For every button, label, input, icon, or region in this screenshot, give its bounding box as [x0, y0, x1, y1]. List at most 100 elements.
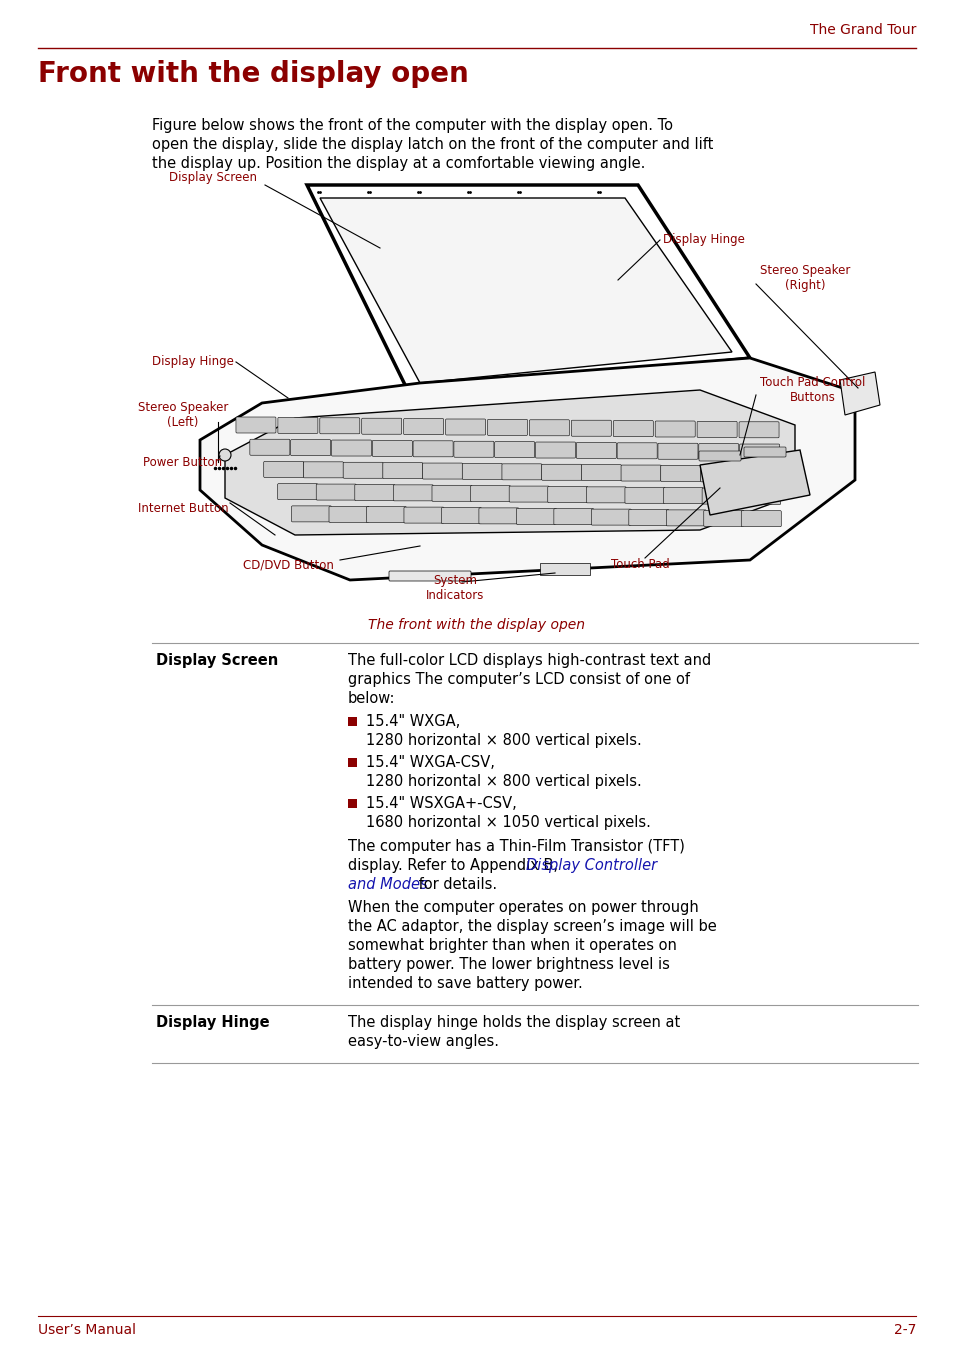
Text: Display Hinge: Display Hinge [152, 355, 233, 369]
FancyBboxPatch shape [413, 440, 453, 457]
FancyBboxPatch shape [250, 439, 290, 455]
Circle shape [219, 449, 231, 461]
FancyBboxPatch shape [571, 420, 611, 436]
FancyBboxPatch shape [303, 462, 343, 478]
FancyBboxPatch shape [331, 440, 371, 457]
Text: Touch Pad: Touch Pad [610, 558, 669, 571]
FancyBboxPatch shape [739, 444, 779, 461]
Text: Display Hinge: Display Hinge [662, 234, 744, 246]
FancyBboxPatch shape [576, 442, 616, 458]
FancyBboxPatch shape [478, 508, 518, 524]
FancyBboxPatch shape [624, 488, 664, 504]
FancyBboxPatch shape [495, 442, 535, 458]
FancyBboxPatch shape [665, 509, 705, 526]
FancyBboxPatch shape [235, 417, 275, 434]
FancyBboxPatch shape [699, 451, 740, 461]
FancyBboxPatch shape [487, 419, 527, 435]
Text: 15.4" WSXGA+-CSV,: 15.4" WSXGA+-CSV, [366, 796, 517, 811]
FancyBboxPatch shape [586, 486, 626, 503]
Text: 15.4" WXGA-CSV,: 15.4" WXGA-CSV, [366, 755, 495, 770]
Text: CD/DVD Button: CD/DVD Button [242, 558, 334, 571]
FancyBboxPatch shape [432, 485, 472, 501]
Text: Internet Button: Internet Button [137, 501, 228, 515]
FancyBboxPatch shape [329, 507, 369, 523]
FancyBboxPatch shape [700, 466, 740, 482]
FancyBboxPatch shape [441, 508, 481, 523]
FancyBboxPatch shape [617, 443, 657, 459]
FancyBboxPatch shape [660, 466, 700, 481]
Text: The computer has a Thin-Film Transistor (TFT): The computer has a Thin-Film Transistor … [348, 839, 684, 854]
Text: battery power. The lower brightness level is: battery power. The lower brightness leve… [348, 957, 669, 971]
FancyBboxPatch shape [740, 489, 780, 504]
Bar [348, 798, 356, 808]
Polygon shape [307, 185, 749, 394]
Text: the AC adaptor, the display screen’s image will be: the AC adaptor, the display screen’s ima… [348, 919, 716, 934]
FancyBboxPatch shape [701, 488, 741, 504]
FancyBboxPatch shape [509, 486, 549, 503]
Polygon shape [225, 390, 794, 535]
FancyBboxPatch shape [591, 509, 631, 526]
FancyBboxPatch shape [292, 505, 332, 521]
Text: Display Screen: Display Screen [156, 653, 278, 667]
Text: Power Button: Power Button [143, 455, 222, 469]
Text: 15.4" WXGA,: 15.4" WXGA, [366, 713, 459, 730]
FancyBboxPatch shape [580, 465, 620, 481]
FancyBboxPatch shape [535, 442, 575, 458]
Text: intended to save battery power.: intended to save battery power. [348, 975, 582, 992]
Polygon shape [700, 450, 809, 515]
Text: graphics The computer’s LCD consist of one of: graphics The computer’s LCD consist of o… [348, 671, 689, 688]
Polygon shape [319, 199, 731, 382]
FancyBboxPatch shape [355, 485, 395, 500]
FancyBboxPatch shape [393, 485, 433, 501]
FancyBboxPatch shape [658, 443, 698, 459]
FancyBboxPatch shape [501, 463, 541, 480]
FancyBboxPatch shape [372, 440, 412, 457]
FancyBboxPatch shape [445, 419, 485, 435]
Text: Touch Pad Control
Buttons: Touch Pad Control Buttons [760, 376, 864, 404]
Polygon shape [840, 372, 879, 415]
FancyBboxPatch shape [739, 422, 779, 438]
Text: The display hinge holds the display screen at: The display hinge holds the display scre… [348, 1015, 679, 1029]
FancyBboxPatch shape [697, 422, 737, 438]
Text: below:: below: [348, 690, 395, 707]
FancyBboxPatch shape [663, 488, 702, 504]
FancyBboxPatch shape [529, 420, 569, 436]
FancyBboxPatch shape [315, 484, 355, 500]
Polygon shape [200, 358, 854, 580]
FancyBboxPatch shape [382, 462, 422, 478]
Text: Front with the display open: Front with the display open [38, 59, 468, 88]
FancyBboxPatch shape [703, 511, 743, 527]
FancyBboxPatch shape [470, 485, 510, 501]
Text: somewhat brighter than when it operates on: somewhat brighter than when it operates … [348, 938, 677, 952]
FancyBboxPatch shape [554, 509, 594, 524]
FancyBboxPatch shape [462, 463, 501, 480]
Text: 1680 horizontal × 1050 vertical pixels.: 1680 horizontal × 1050 vertical pixels. [366, 815, 650, 830]
FancyBboxPatch shape [613, 420, 653, 436]
FancyBboxPatch shape [740, 511, 781, 527]
Bar [539, 563, 589, 576]
Text: and Modes: and Modes [348, 877, 427, 892]
FancyBboxPatch shape [628, 509, 668, 526]
FancyBboxPatch shape [277, 417, 317, 434]
FancyBboxPatch shape [655, 422, 695, 436]
Text: The Grand Tour: The Grand Tour [809, 23, 915, 36]
FancyBboxPatch shape [366, 507, 406, 523]
Text: System
Indicators: System Indicators [425, 574, 484, 603]
Text: Figure below shows the front of the computer with the display open. To: Figure below shows the front of the comp… [152, 118, 672, 132]
Text: for details.: for details. [414, 877, 497, 892]
FancyBboxPatch shape [403, 419, 443, 435]
FancyBboxPatch shape [547, 486, 587, 503]
FancyBboxPatch shape [361, 419, 401, 434]
FancyBboxPatch shape [743, 447, 785, 457]
Text: open the display, slide the display latch on the front of the computer and lift: open the display, slide the display latc… [152, 136, 713, 153]
Bar [348, 758, 356, 767]
Text: Stereo Speaker
(Right): Stereo Speaker (Right) [760, 263, 849, 292]
Text: Display Hinge: Display Hinge [156, 1015, 270, 1029]
Text: 2-7: 2-7 [893, 1323, 915, 1337]
FancyBboxPatch shape [740, 466, 780, 482]
Text: Display Screen: Display Screen [169, 172, 256, 185]
Text: 1280 horizontal × 800 vertical pixels.: 1280 horizontal × 800 vertical pixels. [366, 734, 641, 748]
Text: The front with the display open: The front with the display open [368, 617, 585, 632]
FancyBboxPatch shape [422, 463, 462, 480]
FancyBboxPatch shape [620, 465, 660, 481]
